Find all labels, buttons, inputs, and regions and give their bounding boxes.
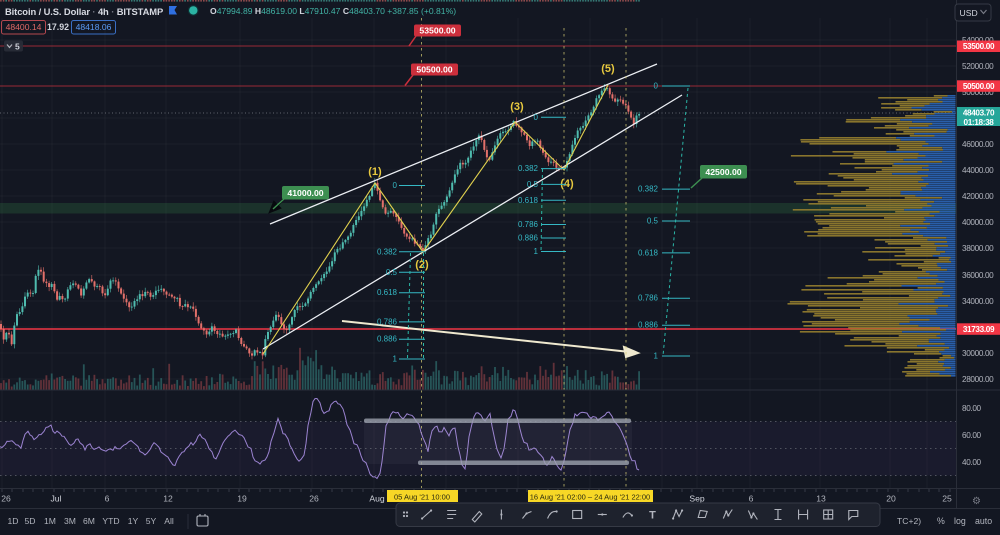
svg-text:(2): (2): [415, 259, 429, 271]
svg-text:48403.70: 48403.70: [963, 109, 995, 118]
svg-text:40.00: 40.00: [962, 458, 982, 467]
svg-text:48400.14: 48400.14: [6, 22, 42, 32]
svg-text:0.786: 0.786: [518, 220, 539, 229]
svg-text:TC+2): TC+2): [897, 516, 921, 526]
svg-text:⚙: ⚙: [972, 496, 981, 507]
svg-text:0.618: 0.618: [638, 248, 659, 257]
svg-text:All: All: [164, 516, 174, 526]
svg-text:Aug: Aug: [369, 494, 385, 504]
svg-text:5: 5: [15, 42, 20, 52]
svg-text:46000.00: 46000.00: [962, 140, 994, 149]
svg-text:(3): (3): [510, 101, 524, 113]
svg-text:41000.00: 41000.00: [287, 188, 323, 198]
svg-text:(4): (4): [560, 178, 574, 190]
svg-text:O47994.89 H48619.00 L47910.47: O47994.89 H48619.00 L47910.47 C48403.70 …: [210, 6, 456, 16]
svg-text:50000.00: 50000.00: [962, 88, 994, 97]
svg-text:52000.00: 52000.00: [962, 62, 994, 71]
svg-text:28000.00: 28000.00: [962, 375, 994, 384]
svg-text:80.00: 80.00: [962, 404, 982, 413]
svg-text:16 Aug '21 02:00 – 24 Aug '21: 16 Aug '21 02:00 – 24 Aug '21 22:00: [530, 493, 650, 502]
svg-text:0.618: 0.618: [377, 288, 398, 297]
svg-text:01:18:38: 01:18:38: [964, 118, 995, 127]
svg-text:auto: auto: [975, 516, 992, 526]
svg-text:6: 6: [105, 494, 110, 504]
svg-text:42000.00: 42000.00: [962, 192, 994, 201]
svg-text:25: 25: [942, 494, 952, 504]
svg-text:1D: 1D: [8, 516, 19, 526]
svg-text:0.618: 0.618: [518, 196, 539, 205]
svg-text:0.382: 0.382: [377, 247, 398, 256]
svg-text:Jul: Jul: [51, 494, 62, 504]
svg-text:3M: 3M: [64, 516, 76, 526]
svg-text:20: 20: [886, 494, 896, 504]
svg-text:50500.00: 50500.00: [963, 82, 995, 91]
svg-text:5D: 5D: [25, 516, 36, 526]
svg-text:0.786: 0.786: [377, 317, 398, 326]
svg-text:T: T: [649, 510, 656, 522]
svg-text:6M: 6M: [83, 516, 95, 526]
svg-text:38000.00: 38000.00: [962, 244, 994, 253]
svg-text:13: 13: [816, 494, 826, 504]
svg-text:17.92: 17.92: [47, 22, 69, 32]
svg-text:0.5: 0.5: [647, 217, 659, 226]
svg-text:0: 0: [534, 113, 539, 122]
svg-text:0.886: 0.886: [377, 335, 398, 344]
svg-text:1: 1: [654, 352, 659, 361]
svg-text:53500.00: 53500.00: [963, 42, 995, 51]
svg-text:1M: 1M: [44, 516, 56, 526]
svg-text:60.00: 60.00: [962, 431, 982, 440]
svg-text:42500.00: 42500.00: [705, 167, 741, 177]
svg-text:1: 1: [393, 355, 398, 364]
svg-text:53500.00: 53500.00: [419, 26, 455, 36]
svg-text:05 Aug '21 10:00: 05 Aug '21 10:00: [394, 493, 450, 502]
svg-text:0.5: 0.5: [527, 180, 539, 189]
svg-text:36000.00: 36000.00: [962, 271, 994, 280]
svg-text:0: 0: [654, 82, 659, 91]
svg-text:31733.09: 31733.09: [963, 325, 995, 334]
svg-text:Bitcoin / U.S. Dollar · 4h · B: Bitcoin / U.S. Dollar · 4h · BITSTAMP: [5, 6, 163, 17]
svg-text:40000.00: 40000.00: [962, 218, 994, 227]
svg-text:0.886: 0.886: [518, 234, 539, 243]
svg-text:44000.00: 44000.00: [962, 166, 994, 175]
svg-text:0.886: 0.886: [638, 321, 659, 330]
svg-text:(1): (1): [368, 166, 382, 178]
svg-text:%: %: [937, 516, 945, 526]
svg-text:USD: USD: [960, 8, 978, 18]
svg-text:(5): (5): [601, 63, 615, 75]
svg-text:26: 26: [1, 494, 11, 504]
svg-text:YTD: YTD: [102, 516, 119, 526]
svg-text:34000.00: 34000.00: [962, 297, 994, 306]
svg-text:0.786: 0.786: [638, 294, 659, 303]
svg-text:19: 19: [237, 494, 247, 504]
svg-text:log: log: [954, 516, 966, 526]
svg-text:1: 1: [534, 247, 539, 256]
svg-text:12: 12: [163, 494, 173, 504]
svg-text:50500.00: 50500.00: [416, 65, 452, 75]
svg-text:0: 0: [393, 181, 398, 190]
svg-text:0.382: 0.382: [518, 164, 539, 173]
svg-text:30000.00: 30000.00: [962, 349, 994, 358]
svg-text:48418.06: 48418.06: [76, 22, 112, 32]
svg-text:26: 26: [309, 494, 319, 504]
svg-text:Sep: Sep: [689, 494, 705, 504]
svg-text:0.5: 0.5: [386, 268, 398, 277]
svg-text:6: 6: [749, 494, 754, 504]
svg-text:1Y: 1Y: [128, 516, 139, 526]
svg-text:0.382: 0.382: [638, 185, 659, 194]
svg-text:5Y: 5Y: [146, 516, 157, 526]
